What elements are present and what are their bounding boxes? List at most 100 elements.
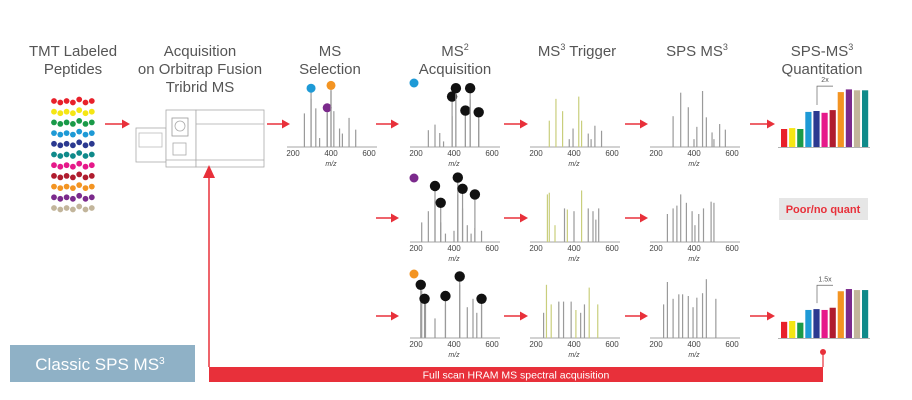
arrow-right-icon [767, 119, 775, 129]
axis-tick-label: 400 [687, 244, 701, 253]
axis-label: m/z [688, 256, 700, 263]
quant-bar [797, 129, 804, 147]
peptide-dot [88, 108, 95, 115]
peptide-dot [76, 182, 83, 189]
arrow-right-icon [640, 119, 648, 129]
arrow-right-icon [640, 311, 648, 321]
axis-tick-label: 600 [485, 244, 499, 253]
arrow-right-icon [282, 119, 290, 129]
quant-bar [837, 92, 844, 147]
axis-tick-label: 200 [649, 244, 663, 253]
stage-title: Selection [299, 61, 361, 78]
axis-tick-label: 600 [605, 340, 619, 349]
peptide-dot [82, 206, 89, 213]
peptide-dot [51, 140, 57, 147]
svg-text:Classic SPS MS3​: Classic SPS MS3​ [35, 355, 165, 374]
quant-bar [805, 309, 812, 338]
axis-label: m/z [688, 352, 700, 359]
arrow-right-icon [520, 311, 528, 321]
peptide-dot [76, 118, 83, 124]
classic-sps-ms3-banner: Classic SPS MS3​ [10, 345, 195, 382]
peptide-dot [51, 98, 57, 104]
peptide-dot [82, 142, 89, 149]
precursor-color-marker [409, 78, 419, 88]
ratio-bracket [816, 85, 833, 105]
stage-title: SPS MS3​ [666, 42, 728, 60]
axis-tick-label: 200 [529, 244, 543, 253]
peptide-dot [57, 195, 64, 202]
poor-quant-box: Poor/no quant [779, 198, 868, 220]
quantitation-bar-charts: 2x 1.5x [778, 77, 870, 339]
axis-tick-label: 400 [567, 340, 581, 349]
quant-bar [781, 129, 788, 147]
arrow-right-icon [520, 213, 528, 223]
spectra: 200 400 600 m/z 200 400 600 m/z 200 400 600 m/z 200 4… [286, 78, 740, 359]
precursor-marker [322, 103, 332, 113]
axis-tick-label: 600 [362, 149, 376, 158]
precursor-marker [452, 172, 463, 183]
precursor-marker [464, 83, 476, 94]
peptide-dot [76, 192, 83, 199]
peptide-dot [82, 185, 89, 192]
peptide-dot [63, 98, 70, 104]
peptide-dot [57, 206, 64, 213]
precursor-marker [460, 105, 471, 116]
peptide-dot [76, 96, 83, 103]
peptide-dot [63, 119, 70, 126]
peptide-dot [70, 163, 76, 170]
axis-label: m/z [688, 161, 700, 168]
peptide-dot [70, 195, 76, 202]
peptide-dot [57, 163, 64, 170]
axis-tick-label: 400 [447, 244, 461, 253]
precursor-marker [446, 91, 458, 102]
quant-chart: 1.5x [778, 276, 870, 339]
peptide-dot [82, 174, 89, 181]
peptide-dot [88, 98, 95, 104]
peptide-dot [57, 121, 64, 127]
peptide-dot [63, 162, 70, 169]
axis-tick-label: 400 [447, 340, 461, 349]
peptide-dot [70, 110, 76, 117]
peptide-dot [70, 206, 76, 213]
peptide-dot [88, 130, 95, 137]
peptide-dot [88, 151, 95, 158]
axis-label: m/z [568, 161, 580, 168]
quant-bar [862, 290, 869, 338]
quant-bar [853, 90, 861, 147]
arrow-right-icon [640, 213, 648, 223]
peptide-dot [88, 173, 95, 179]
quant-bar [789, 128, 796, 147]
precursor-marker [306, 83, 316, 93]
axis-tick-label: 200 [286, 149, 300, 158]
peptide-dot [88, 119, 95, 126]
precursor-marker [326, 80, 336, 90]
peptide-dot [63, 183, 70, 190]
poor-quant-label: Poor/no quant [786, 204, 861, 216]
axis-tick-label: 400 [567, 244, 581, 253]
ratio-bracket [816, 284, 833, 304]
peptide-dot [57, 142, 64, 149]
flow-arrows [105, 119, 775, 321]
peptide-dot [57, 153, 64, 159]
peptide-dot [51, 194, 57, 201]
quant-bar [781, 321, 788, 338]
spectrum-sps-ms3-row2: 200 400 600 m/z [649, 194, 740, 263]
axis-label: m/z [568, 352, 580, 359]
quant-bar [821, 309, 828, 338]
axis-tick-label: 400 [567, 149, 581, 158]
arrow-up-icon [203, 165, 215, 178]
peptide-dot [63, 205, 70, 211]
precursor-marker [457, 183, 468, 194]
arrow-right-icon [767, 311, 775, 321]
peptide-dot [82, 110, 89, 117]
precursor-marker [435, 197, 446, 208]
peptide-dot [70, 121, 76, 127]
peptide-dot [70, 99, 76, 106]
peptide-dot [51, 173, 57, 179]
quant-bar [837, 291, 844, 338]
axis-tick-label: 200 [409, 340, 423, 349]
peptide-dot [70, 142, 76, 149]
peptide-dot [70, 153, 76, 159]
